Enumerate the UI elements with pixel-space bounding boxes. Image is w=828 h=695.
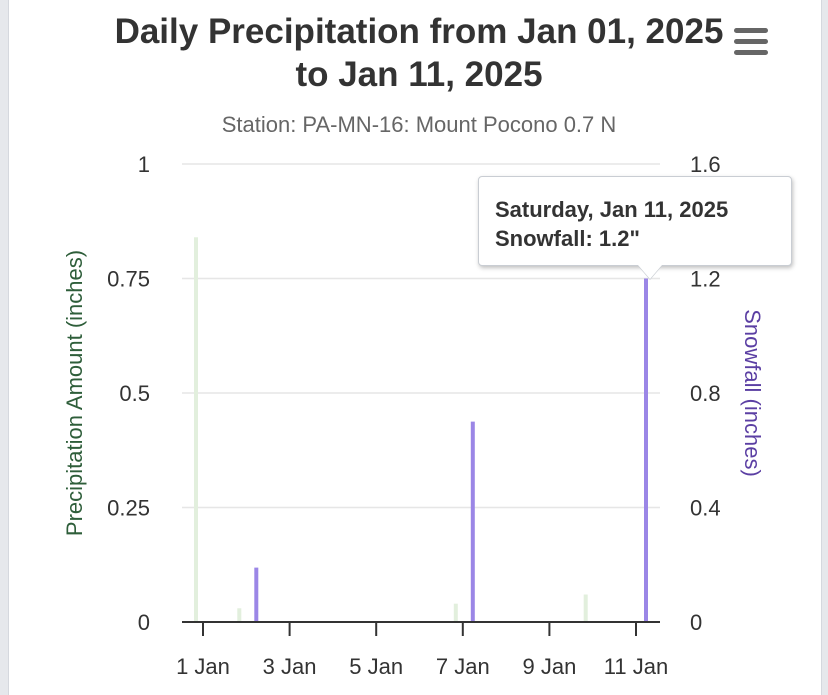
x-tick-label: 3 Jan (263, 654, 317, 679)
y-axis-left-label: Precipitation Amount (inches) (62, 250, 87, 536)
snowfall-bar (254, 567, 259, 622)
x-tick-label: 9 Jan (522, 654, 576, 679)
snowfall-bar (644, 278, 648, 622)
axes: 0 0.25 0.5 0.75 1 0 0.4 0.8 1.2 1.6 1 Jan 3 Jan 5 Ja… (107, 152, 720, 679)
chart-container: Daily Precipitation from Jan 01, 2025 to… (8, 0, 822, 695)
y-left-tick-label: 0 (138, 610, 150, 635)
precipitation-bar (583, 594, 588, 622)
y-left-tick-label: 0.75 (107, 267, 150, 292)
tooltip-value: Snowfall: 1.2" (495, 226, 640, 251)
y-axis-right-label: Snowfall (inches) (740, 309, 765, 477)
y-right-tick-label: 1.2 (690, 267, 721, 292)
y-left-tick-label: 0.25 (107, 496, 150, 521)
x-tick-label: 7 Jan (436, 654, 490, 679)
precipitation-bar (453, 603, 458, 622)
y-left-tick-label: 1 (138, 152, 150, 177)
tooltip: Saturday, Jan 11, 2025 Snowfall: 1.2" (478, 176, 792, 266)
x-tick-label: 5 Jan (349, 654, 403, 679)
bars (194, 237, 648, 622)
tooltip-arrow (638, 265, 662, 279)
y-right-tick-label: 0.8 (690, 381, 721, 406)
snowfall-bar (470, 421, 475, 622)
x-tick-label: 1 Jan (176, 654, 230, 679)
precipitation-bar (194, 237, 198, 622)
y-right-tick-label: 1.6 (690, 152, 721, 177)
y-left-tick-label: 0.5 (119, 381, 150, 406)
hamburger-menu-icon[interactable] (731, 28, 771, 62)
x-tick-label: 11 Jan (604, 654, 668, 679)
precipitation-bar (237, 608, 242, 622)
chart-subtitle: Station: PA-MN-16: Mount Pocono 0.7 N (221, 112, 617, 137)
chart-title: Daily Precipitation from Jan 01, 2025 to… (114, 12, 724, 94)
grid-lines (182, 163, 660, 509)
tooltip-date: Saturday, Jan 11, 2025 (495, 197, 729, 222)
y-right-tick-label: 0 (690, 610, 702, 635)
y-right-tick-label: 0.4 (690, 496, 721, 521)
